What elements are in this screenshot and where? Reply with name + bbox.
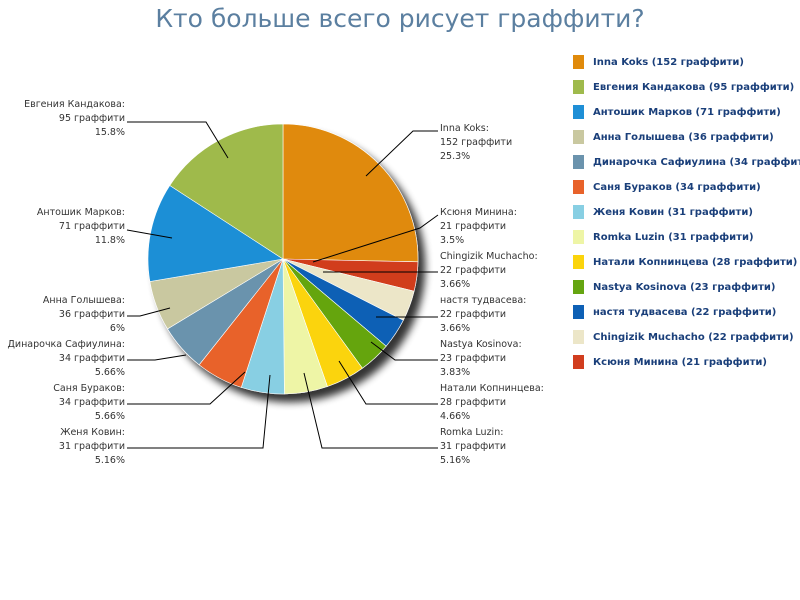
slice-label: 22 граффити — [440, 309, 506, 320]
leader-line — [338, 360, 438, 405]
leader-line — [365, 130, 438, 177]
slice-label: 11.8% — [95, 235, 125, 246]
chart-title: Кто больше всего рисует граффити? — [155, 4, 645, 33]
legend-label: настя тудвасева (22 граффити) — [593, 306, 776, 318]
slice-label: 3.66% — [440, 323, 470, 334]
legend-label: Натали Копнинцева (28 граффити) — [593, 256, 797, 268]
legend-label: Nastya Kosinova (23 граффити) — [593, 281, 775, 293]
slice-label: 31 граффити — [440, 441, 506, 452]
pie-slices — [147, 123, 419, 395]
slice-label: 34 граффити — [59, 397, 125, 408]
slice-label: Антошик Марков: — [37, 207, 125, 218]
legend-swatch — [573, 305, 584, 319]
legend-label: Динарочка Сафиулина (34 граффити) — [593, 156, 800, 168]
slice-label: Анна Голышева: — [43, 295, 125, 306]
slice-label: 25.3% — [440, 151, 470, 162]
slice-label: Женя Ковин: — [60, 427, 125, 438]
slice-label: 34 граффити — [59, 353, 125, 364]
slice-label: 4.66% — [440, 411, 470, 422]
leader-line — [303, 372, 438, 449]
legend-label: Женя Ковин (31 граффити) — [593, 206, 753, 218]
legend-swatch — [573, 230, 584, 244]
slice-label: 5.66% — [95, 411, 125, 422]
legend-swatch — [573, 355, 584, 369]
leader-line — [127, 354, 187, 361]
slice-labels: Inna Koks: 152 граффити 25.3% Ксюня Минина:… — [7, 99, 543, 466]
leader-lines — [126, 121, 439, 449]
pie-slice[interactable] — [147, 185, 284, 282]
legend-label: Антошик Марков (71 граффити) — [593, 106, 781, 118]
legend-swatch — [573, 105, 584, 119]
legend: Inna Koks (152 граффити) Евгения Кандаков… — [573, 55, 800, 369]
slice-label: 95 граффити — [59, 113, 125, 124]
legend-swatch — [573, 280, 584, 294]
legend-label: Анна Голышева (36 граффити) — [593, 131, 774, 143]
slice-label: 21 граффити — [440, 221, 506, 232]
slice-label: 6% — [110, 323, 125, 334]
legend-label: Inna Koks (152 граффити) — [593, 56, 744, 68]
slice-label: 3.66% — [440, 279, 470, 290]
slice-label: Romka Luzin: — [440, 427, 503, 438]
leader-line — [126, 229, 173, 239]
slice-label: 23 граффити — [440, 353, 506, 364]
slice-label: 5.16% — [95, 455, 125, 466]
leader-line — [127, 121, 229, 159]
legend-swatch — [573, 180, 584, 194]
slice-label: 152 граффити — [440, 137, 512, 148]
legend-swatch — [573, 80, 584, 94]
leader-line — [127, 374, 271, 449]
slice-label: Nastya Kosinova: — [440, 339, 522, 350]
slice-label: Chingizik Muchacho: — [440, 251, 538, 262]
slice-label: Inna Koks: — [440, 123, 489, 134]
slice-label: 36 граффити — [59, 309, 125, 320]
slice-label: 31 граффити — [59, 441, 125, 452]
slice-label: Саня Бураков: — [53, 383, 125, 394]
slice-label: 3.5% — [440, 235, 464, 246]
slice-label: 3.83% — [440, 367, 470, 378]
pie-slice[interactable] — [282, 123, 419, 263]
legend-swatch — [573, 55, 584, 69]
slice-label: 15.8% — [95, 127, 125, 138]
legend-swatch — [573, 130, 584, 144]
legend-label: Ксюня Минина (21 граффити) — [593, 356, 767, 368]
slice-label: настя тудвасева: — [440, 295, 526, 306]
legend-label: Евгения Кандакова (95 граффити) — [593, 81, 794, 93]
slice-label: Натали Копнинцева: — [440, 383, 544, 394]
slice-label: 28 граффити — [440, 397, 506, 408]
legend-swatch — [573, 330, 584, 344]
leader-line — [127, 307, 171, 317]
slice-label: Ксюня Минина: — [440, 207, 517, 218]
slice-label: 5.16% — [440, 455, 470, 466]
legend-label: Chingizik Muchacho (22 граффити) — [593, 331, 794, 343]
slice-label: 22 граффити — [440, 265, 506, 276]
legend-swatch — [573, 205, 584, 219]
slice-label: Динарочка Сафиулина: — [7, 339, 125, 350]
legend-label: Саня Бураков (34 граффити) — [593, 181, 761, 193]
legend-label: Romka Luzin (31 граффити) — [593, 231, 754, 243]
leader-line — [312, 214, 439, 263]
slice-label: 71 граффити — [59, 221, 125, 232]
legend-swatch — [573, 155, 584, 169]
slice-label: 5.66% — [95, 367, 125, 378]
leader-line — [127, 371, 246, 405]
slice-label: Евгения Кандакова: — [24, 99, 125, 110]
pie-slice[interactable] — [169, 123, 284, 260]
legend-swatch — [573, 255, 584, 269]
leader-line — [370, 341, 438, 361]
